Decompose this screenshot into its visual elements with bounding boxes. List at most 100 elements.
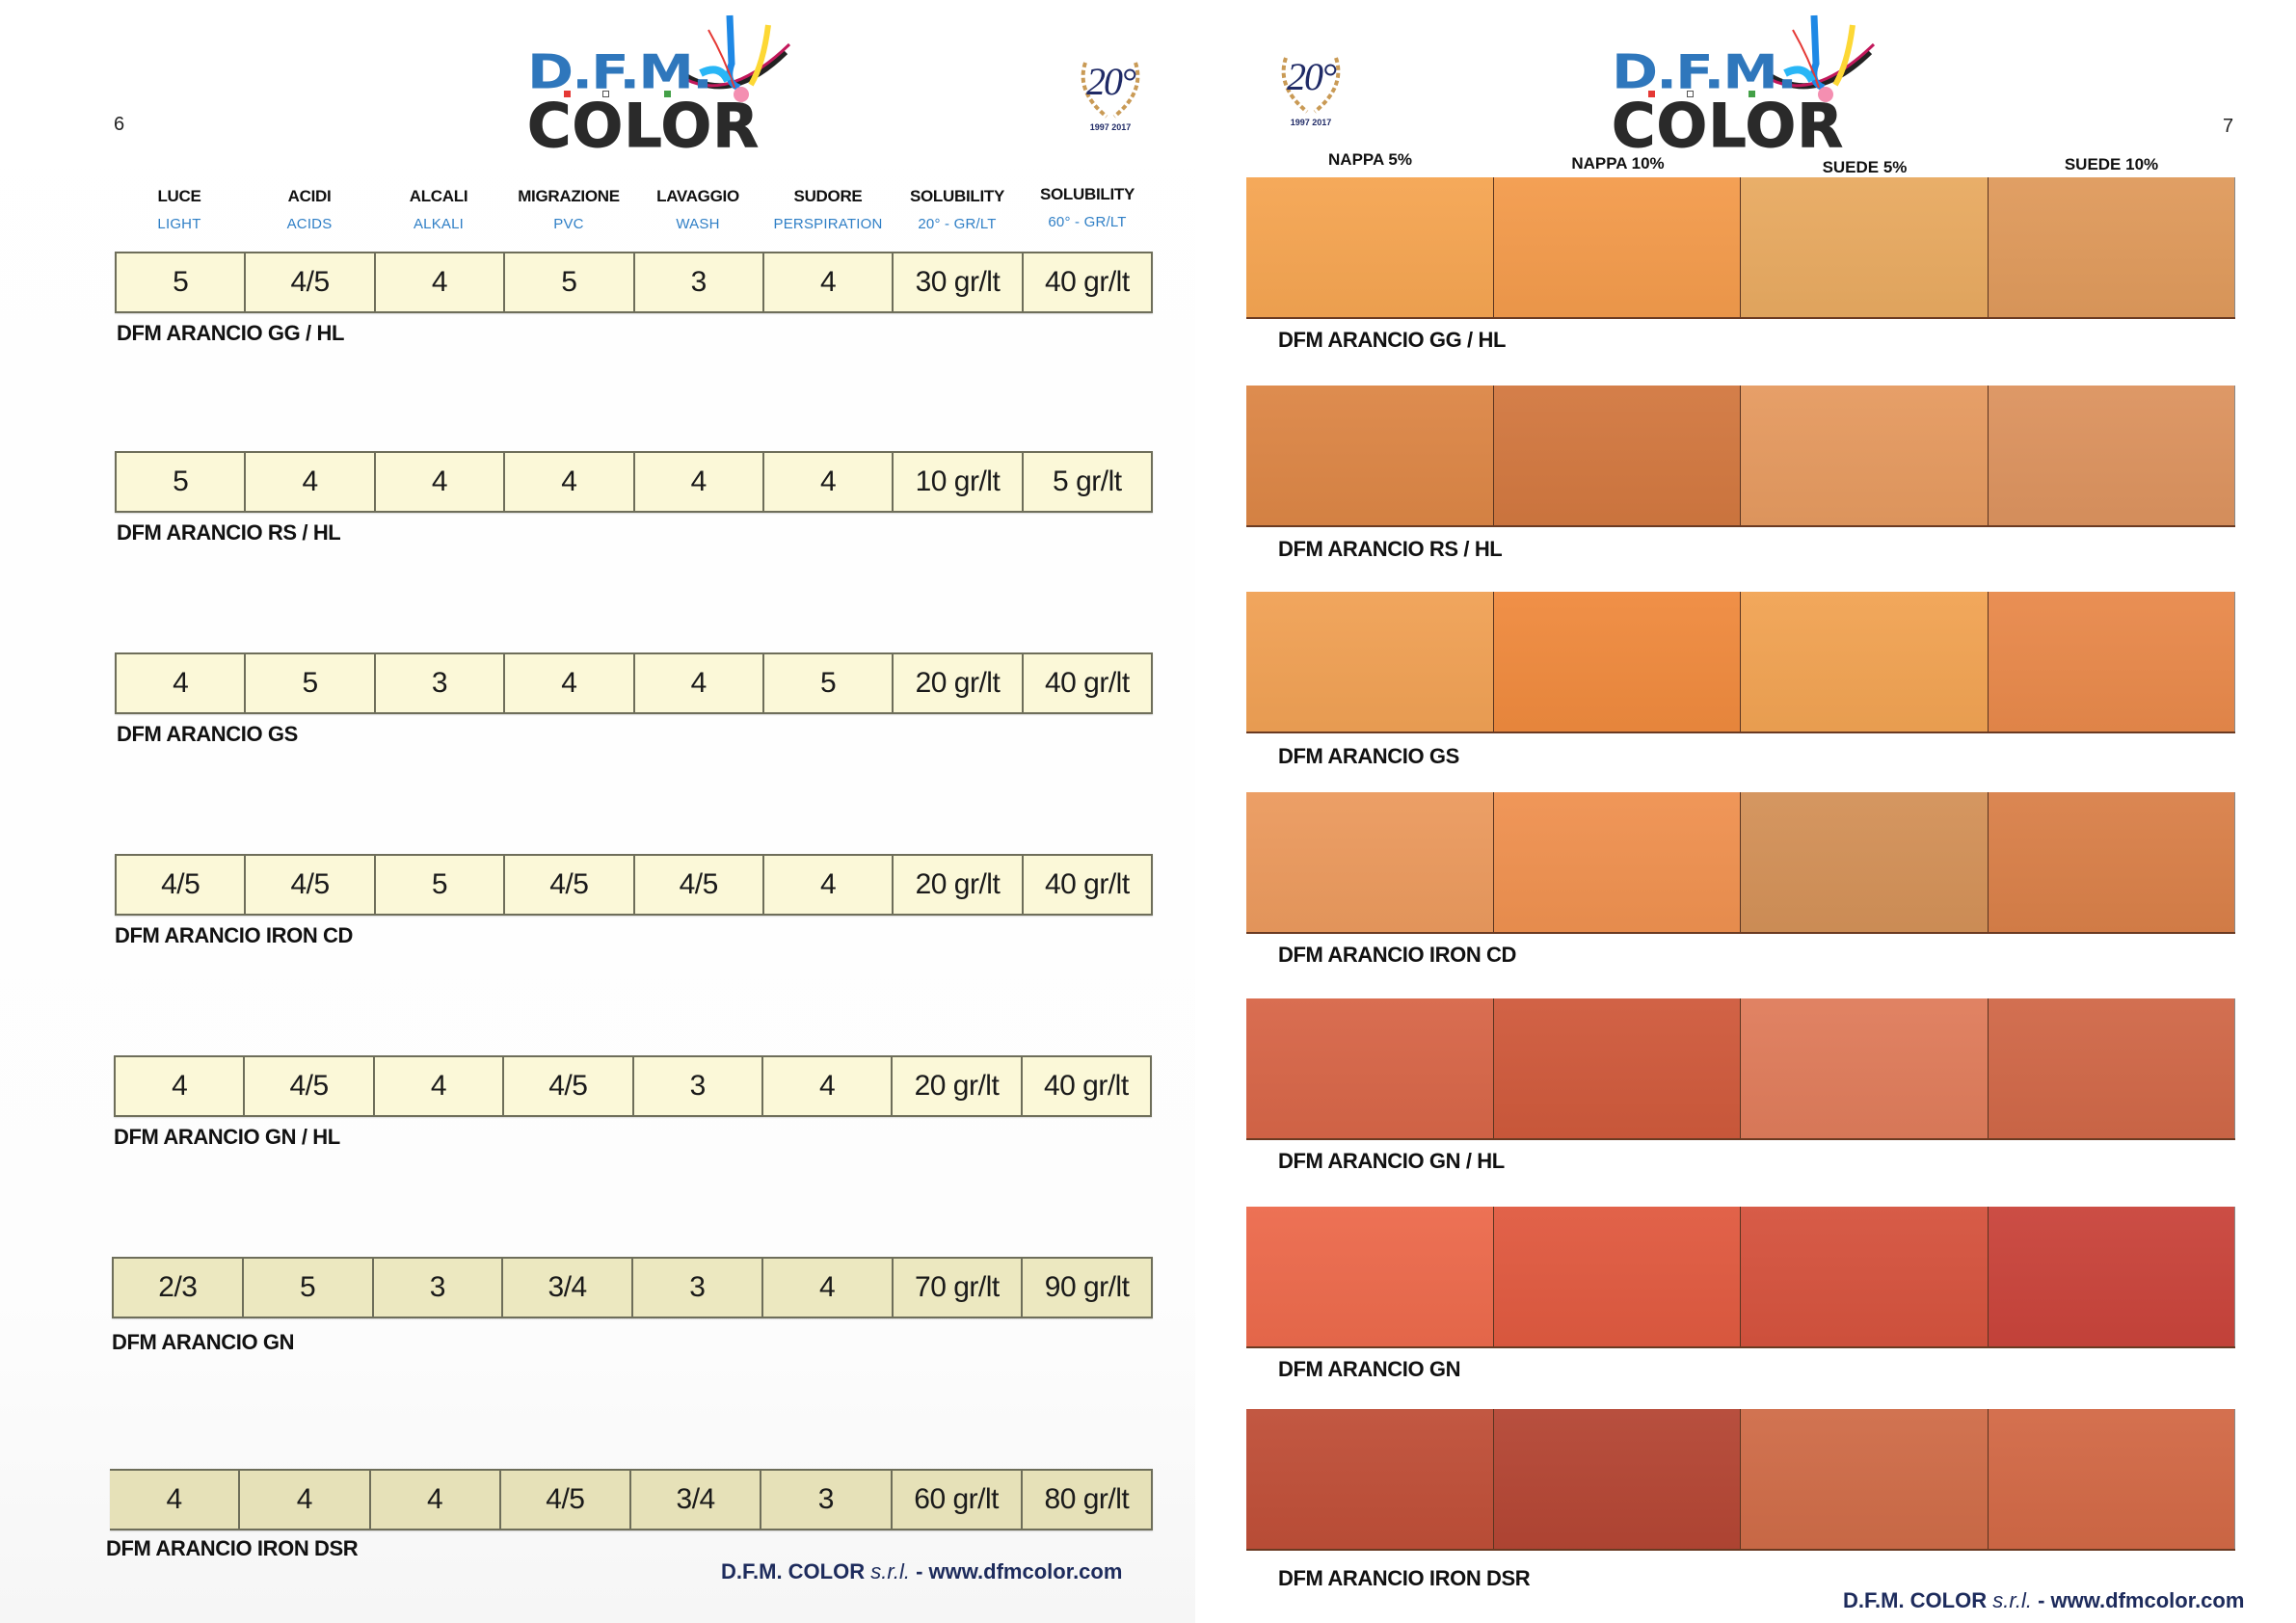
product-name: DFM ARANCIO GG / HL — [117, 321, 345, 345]
swatch-row — [1246, 592, 2235, 733]
page-number: 7 — [2223, 116, 2234, 137]
product-name: DFM ARANCIO GN / HL — [1278, 1149, 1505, 1173]
badge-years: 1997 2017 — [1290, 118, 1332, 127]
product-name: DFM ARANCIO GG / HL — [1278, 328, 1507, 352]
swatch-nappa-5 — [1246, 386, 1494, 525]
value-pvc: 4 — [505, 654, 635, 712]
value-solubility-20: 20 gr/lt — [894, 856, 1024, 914]
paint-splash-icon — [680, 14, 791, 102]
value-perspiration: 4 — [764, 453, 894, 511]
product-name: DFM ARANCIO IRON DSR — [1278, 1566, 1531, 1590]
value-pvc: 4/5 — [505, 856, 635, 914]
value-perspiration: 4 — [764, 856, 894, 914]
swatch-header-suede-10: SUEDE 10% — [2064, 155, 2159, 173]
swatch-nappa-10 — [1493, 386, 1741, 525]
column-header-solubility-20: SOLUBILITY 20° - GR/LT — [909, 187, 1005, 232]
column-header-acids: ACIDI ACIDS — [286, 187, 333, 232]
website-link[interactable]: - www.dfmcolor.com — [916, 1559, 1123, 1583]
value-alkali: 4 — [371, 1471, 501, 1529]
value-acids: 4 — [240, 1471, 371, 1529]
swatch-nappa-5 — [1246, 998, 1494, 1138]
dfm-color-logo: D.F.M. COLOR — [1612, 6, 1882, 156]
swatch-nappa-10 — [1493, 592, 1741, 732]
swatch-nappa-5 — [1246, 1207, 1494, 1346]
laurel-wreath-icon — [1281, 57, 1341, 114]
anniversary-badge: 20° 1997 2017 — [1072, 53, 1149, 135]
logo-color-text: COLOR — [527, 91, 760, 161]
swatch-suede-5 — [1741, 1409, 1989, 1549]
fastness-row: 5 4 4 4 4 4 10 gr/lt 5 gr/lt — [115, 451, 1153, 513]
value-solubility-60: 40 gr/lt — [1043, 1070, 1129, 1102]
logo-red-dot — [1648, 91, 1655, 97]
value-pvc: 5 — [505, 253, 635, 311]
product-name: DFM ARANCIO RS / HL — [117, 520, 341, 545]
value-solubility-20: 30 gr/lt — [894, 253, 1024, 311]
swatch-nappa-5 — [1246, 1409, 1494, 1549]
fastness-row: 2/3 5 3 3/4 3 4 70 gr/lt 90 gr/lt — [112, 1257, 1153, 1318]
value-alkali: 3 — [376, 654, 506, 712]
product-name: DFM ARANCIO IRON CD — [1278, 943, 1517, 967]
value-acids: 4/5 — [246, 856, 376, 914]
page-number: 6 — [114, 114, 125, 135]
value-solubility-60: 40 gr/lt — [1044, 667, 1130, 699]
logo-green-dot — [664, 91, 671, 97]
swatch-suede-5 — [1741, 177, 1989, 317]
swatch-nappa-10 — [1493, 177, 1741, 317]
swatch-nappa-10 — [1493, 998, 1741, 1138]
logo-green-dot — [1749, 91, 1755, 97]
value-perspiration: 5 — [764, 654, 894, 712]
fastness-row: 4 5 3 4 4 5 20 gr/lt 40 gr/lt — [115, 652, 1153, 714]
column-header-alkali: ALCALI ALKALI — [409, 187, 468, 232]
swatch-row — [1246, 1207, 2235, 1348]
value-alkali: 5 — [376, 856, 506, 914]
badge-number: 20° — [1287, 55, 1337, 98]
swatch-row — [1246, 386, 2235, 527]
product-name: DFM ARANCIO GN — [1278, 1357, 1461, 1381]
value-pvc: 4 — [505, 453, 635, 511]
value-wash: 4 — [635, 453, 764, 511]
column-header-solubility-60: SOLUBILITY 60° - GR/LT — [1039, 185, 1135, 230]
swatch-suede-5 — [1741, 386, 1989, 525]
column-header-pvc: MIGRAZIONE PVC — [518, 187, 620, 232]
column-header-perspiration: SUDORE PERSPIRATION — [773, 187, 883, 232]
value-solubility-60: 40 gr/lt — [1044, 868, 1130, 900]
website-link[interactable]: - www.dfmcolor.com — [2038, 1588, 2245, 1612]
paint-splash-icon — [1764, 14, 1876, 102]
swatch-suede-5 — [1741, 592, 1989, 732]
swatch-header-suede-5: SUEDE 5% — [1822, 158, 1908, 176]
swatch-suede-10 — [1988, 1409, 2235, 1549]
product-name: DFM ARANCIO GN — [112, 1330, 295, 1354]
anniversary-badge: 20° 1997 2017 — [1272, 48, 1349, 130]
left-page: 6 D.F.M. COLOR 20° 1997 2017 LUCE LIGHT … — [0, 0, 1195, 1623]
swatch-suede-10 — [1988, 998, 2235, 1138]
value-alkali: 4 — [376, 253, 506, 311]
value-light: 2/3 — [114, 1259, 244, 1317]
value-pvc: 4/5 — [504, 1057, 634, 1115]
swatch-nappa-10 — [1493, 1409, 1741, 1549]
value-perspiration: 4 — [763, 1057, 894, 1115]
value-wash: 4/5 — [635, 856, 764, 914]
value-light: 4/5 — [117, 856, 247, 914]
laurel-wreath-icon — [1081, 62, 1140, 119]
swatch-nappa-5 — [1246, 177, 1494, 317]
value-solubility-60: 5 gr/lt — [1053, 466, 1122, 497]
swatch-nappa-10 — [1493, 1207, 1741, 1346]
value-light: 5 — [117, 453, 247, 511]
value-light: 4 — [116, 1057, 246, 1115]
swatch-suede-10 — [1988, 592, 2235, 732]
logo-color-text: COLOR — [1612, 91, 1844, 161]
footer-credit: D.F.M. COLOR s.r.l. - www.dfmcolor.com — [1843, 1588, 2245, 1612]
swatch-row — [1246, 998, 2235, 1140]
logo-white-dot — [1687, 91, 1694, 97]
value-solubility-20: 20 gr/lt — [894, 654, 1024, 712]
value-solubility-20: 20 gr/lt — [893, 1057, 1023, 1115]
logo-dfm-text: D.F.M. — [527, 43, 713, 100]
swatch-header-nappa-5: NAPPA 5% — [1328, 150, 1412, 169]
value-wash: 3/4 — [631, 1471, 762, 1529]
fastness-row: 4 4/5 4 4/5 3 4 20 gr/lt 40 gr/lt — [114, 1055, 1152, 1117]
value-wash: 3 — [633, 1259, 763, 1317]
value-perspiration: 3 — [761, 1471, 893, 1529]
fastness-row: 4 4 4 4/5 3/4 3 60 gr/lt 80 gr/lt — [110, 1469, 1153, 1530]
footer-credit: D.F.M. COLOR s.r.l. - www.dfmcolor.com — [721, 1559, 1123, 1583]
fastness-row: 5 4/5 4 5 3 4 30 gr/lt 40 gr/lt — [115, 252, 1153, 313]
